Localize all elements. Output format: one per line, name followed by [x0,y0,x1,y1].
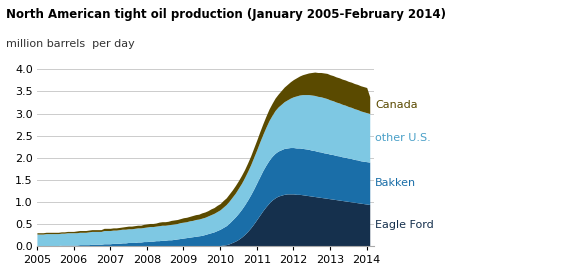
Text: million barrels  per day: million barrels per day [6,39,135,49]
Text: North American tight oil production (January 2005-February 2014): North American tight oil production (Jan… [6,8,446,21]
Text: other U.S.: other U.S. [375,133,431,143]
Text: Canada: Canada [375,100,418,110]
Text: Eagle Ford: Eagle Ford [375,220,434,230]
Text: Bakken: Bakken [375,178,416,188]
